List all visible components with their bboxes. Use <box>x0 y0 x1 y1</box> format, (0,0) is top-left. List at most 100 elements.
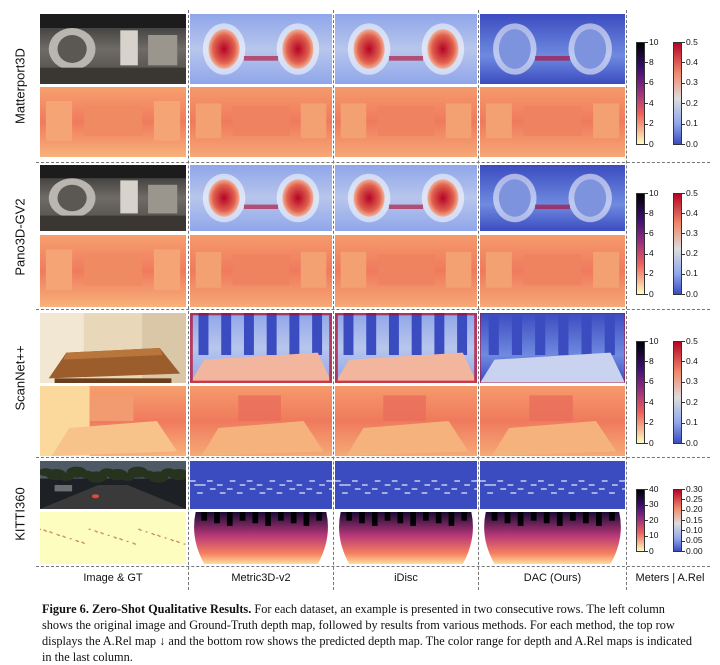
colorbar-tick-mark <box>682 520 685 521</box>
caption-title: Zero-Shot Qualitative Results. <box>91 602 252 616</box>
column-label-colorbars: Meters | A.Rel <box>635 572 705 584</box>
arel-colorbar-kitti360 <box>673 489 682 552</box>
arel-colorbar-scannet <box>673 341 682 444</box>
row-separator <box>36 457 710 458</box>
gt-depth-image-gt-scannet <box>40 386 186 456</box>
depth-colorbar-matterport3d <box>636 42 645 145</box>
colorbar-tick-label: 0.05 <box>686 535 703 546</box>
colorbar-tick-mark <box>682 489 685 490</box>
colorbar-tick-label: 2 <box>649 268 654 279</box>
arel-map-metric3d-pano3d <box>190 165 332 231</box>
colorbar-tick-label: 4 <box>649 248 654 259</box>
colorbar-tick-mark <box>682 213 685 215</box>
row-label-text: Pano3D-GV2 <box>12 198 28 276</box>
colorbar-tick-mark <box>682 499 685 501</box>
caption-body: For each dataset, an example is presente… <box>42 602 692 664</box>
colorbar-tick-mark <box>645 294 648 295</box>
depth-colorbar-pano3d <box>636 193 645 295</box>
row-label-text: Matterport3D <box>12 48 28 124</box>
arel-map-dac-kitti360 <box>480 461 625 509</box>
colorbar-tick-label: 8 <box>649 355 654 366</box>
gt-depth-image-gt-matterport3d <box>40 87 186 157</box>
colorbar-tick-mark <box>682 253 685 255</box>
colorbar-tick-mark <box>682 341 685 342</box>
pred-depth-metric3d-scannet <box>190 386 332 456</box>
column-label-idisc: iDisc <box>394 572 418 584</box>
colorbar-tick-label: 0.0 <box>686 138 698 149</box>
input-image-image-gt-kitti360 <box>40 461 186 509</box>
pred-depth-idisc-matterport3d <box>335 87 477 157</box>
colorbar-tick-mark <box>645 443 648 444</box>
colorbar-tick-label: 0.0 <box>686 288 698 299</box>
colorbar-tick-label: 0.15 <box>686 514 703 525</box>
colorbar-tick-label: 2 <box>649 417 654 428</box>
column-separator <box>626 10 627 590</box>
row-label-text: ScanNet++ <box>12 345 28 411</box>
colorbar-tick-mark <box>645 551 648 552</box>
input-image-image-gt-pano3d <box>40 165 186 231</box>
colorbar-tick-label: 0.4 <box>686 207 698 218</box>
colorbar-tick-mark <box>682 381 685 383</box>
column-separator <box>333 10 334 590</box>
colorbar-tick-mark <box>645 273 648 275</box>
colorbar-tick-mark <box>682 62 685 64</box>
colorbar-tick-mark <box>645 520 648 521</box>
colorbar-tick-label: 10 <box>649 335 659 346</box>
colorbar-tick-label: 0.3 <box>686 77 698 88</box>
colorbar-tick-label: 0.2 <box>686 97 698 108</box>
colorbar-tick-label: 0.0 <box>686 437 698 448</box>
colorbar-tick-label: 0.00 <box>686 545 703 556</box>
input-image-image-gt-scannet <box>40 313 186 383</box>
colorbar-tick-mark <box>645 144 648 145</box>
colorbar-tick-mark <box>682 540 685 542</box>
colorbar-tick-label: 0.25 <box>686 493 703 504</box>
colorbar-tick-label: 0.1 <box>686 268 698 279</box>
colorbar-tick-mark <box>645 233 648 235</box>
gt-depth-image-gt-pano3d <box>40 235 186 307</box>
colorbar-tick-label: 4 <box>649 97 654 108</box>
colorbar-tick-label: 0.20 <box>686 504 703 515</box>
colorbar-tick-mark <box>682 443 685 444</box>
pred-depth-metric3d-pano3d <box>190 235 332 307</box>
arel-map-idisc-pano3d <box>335 165 477 231</box>
colorbar-tick-mark <box>682 42 685 43</box>
colorbar-tick-mark <box>645 504 648 506</box>
colorbar-tick-mark <box>645 381 648 383</box>
colorbar-tick-label: 0.10 <box>686 524 703 535</box>
colorbar-tick-label: 0.3 <box>686 227 698 238</box>
arel-map-dac-matterport3d <box>480 14 625 84</box>
colorbar-tick-label: 0.2 <box>686 396 698 407</box>
colorbar-tick-label: 30 <box>649 499 659 509</box>
colorbar-tick-label: 10 <box>649 530 659 540</box>
pred-depth-metric3d-matterport3d <box>190 87 332 157</box>
colorbar-tick-mark <box>645 103 648 105</box>
colorbar-tick-label: 0 <box>649 288 654 299</box>
pred-depth-idisc-scannet <box>335 386 477 456</box>
input-image-image-gt-matterport3d <box>40 14 186 84</box>
colorbar-tick-mark <box>645 422 648 424</box>
colorbar-tick-label: 6 <box>649 227 654 238</box>
column-label-metric3d: Metric3D-v2 <box>231 572 291 584</box>
colorbar-tick-label: 0.5 <box>686 36 698 47</box>
pred-depth-dac-scannet <box>480 386 625 456</box>
depth-colorbar-kitti360 <box>636 489 645 552</box>
arel-map-dac-scannet <box>480 313 625 383</box>
colorbar-tick-label: 0.4 <box>686 355 698 366</box>
row-separator <box>36 566 710 567</box>
colorbar-tick-label: 0.1 <box>686 118 698 129</box>
colorbar-tick-mark <box>645 489 648 490</box>
colorbar-tick-mark <box>682 123 685 125</box>
column-label-dac: DAC (Ours) <box>523 572 582 584</box>
row-separator <box>36 162 710 163</box>
colorbar-tick-mark <box>682 193 685 194</box>
arel-map-dac-pano3d <box>480 165 625 231</box>
colorbar-tick-mark <box>682 422 685 424</box>
colorbar-tick-label: 0.4 <box>686 56 698 67</box>
colorbar-tick-mark <box>682 530 685 532</box>
colorbar-tick-mark <box>645 42 648 43</box>
colorbar-tick-mark <box>645 123 648 125</box>
colorbar-tick-mark <box>645 213 648 215</box>
colorbar-tick-label: 2 <box>649 118 654 129</box>
arel-colorbar-pano3d <box>673 193 682 295</box>
arel-map-metric3d-matterport3d <box>190 14 332 84</box>
